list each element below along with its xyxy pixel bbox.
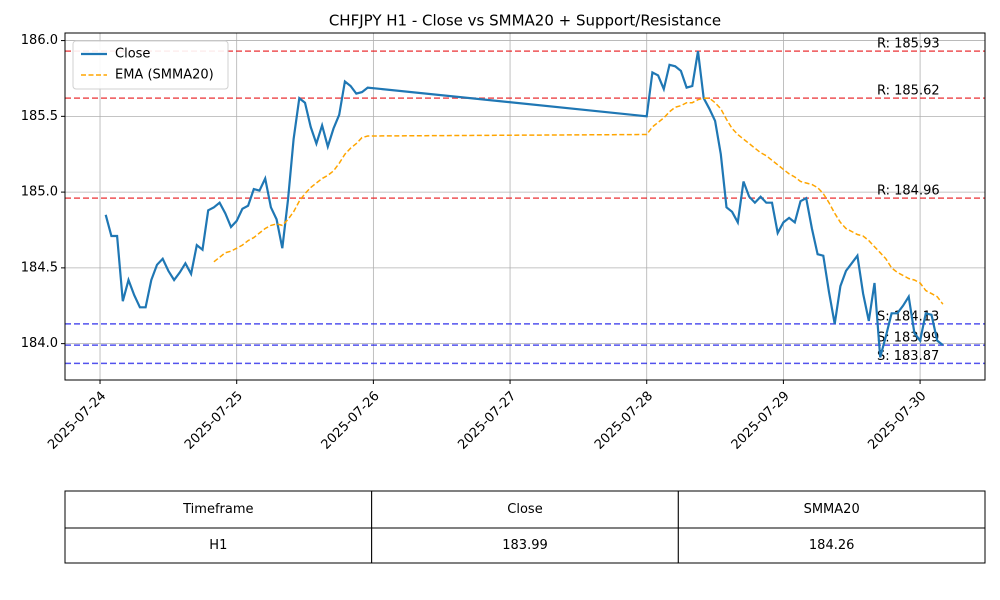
table-header: Close <box>507 502 542 517</box>
legend-box <box>72 40 229 90</box>
table-value: H1 <box>209 538 227 553</box>
x-tick-label: 2025-07-29 <box>729 389 793 453</box>
y-tick-label: 185.5 <box>21 109 58 124</box>
x-tick-label: 2025-07-25 <box>182 389 246 453</box>
y-tick-label: 184.0 <box>21 336 58 351</box>
x-tick-label: 2025-07-24 <box>45 389 109 453</box>
y-tick-label: 185.0 <box>21 185 58 200</box>
table-value: 184.26 <box>809 538 855 553</box>
x-tick-label: 2025-07-28 <box>592 389 656 453</box>
table-cell <box>64 527 373 564</box>
x-tick-label: 2025-07-27 <box>455 389 519 453</box>
level-label: R: 184.96 <box>877 184 940 199</box>
table-header: Timeframe <box>182 502 253 517</box>
table-value: 183.99 <box>502 538 548 553</box>
x-tick-label: 2025-07-26 <box>319 389 383 453</box>
level-label: R: 185.62 <box>877 84 940 99</box>
table-cell <box>371 490 679 529</box>
series-line <box>213 97 944 305</box>
table-cell <box>64 490 373 529</box>
table-cell <box>371 527 679 564</box>
table-header: SMMA20 <box>804 502 860 517</box>
series-line <box>104 51 944 358</box>
level-label: S: 184.13 <box>877 309 939 324</box>
level-label: R: 185.93 <box>877 37 940 52</box>
chart-title: CHFJPY H1 - Close vs SMMA20 + Support/Re… <box>329 12 721 30</box>
y-tick-label: 184.5 <box>21 260 58 275</box>
plot-frame <box>64 32 986 381</box>
level-label: S: 183.87 <box>877 349 939 364</box>
x-tick-label: 2025-07-30 <box>865 389 929 453</box>
level-label: S: 183.99 <box>877 331 939 346</box>
legend-label: EMA (SMMA20) <box>115 68 214 83</box>
table-cell <box>677 527 986 564</box>
y-tick-label: 186.0 <box>21 33 58 48</box>
legend-label: Close <box>115 47 150 62</box>
